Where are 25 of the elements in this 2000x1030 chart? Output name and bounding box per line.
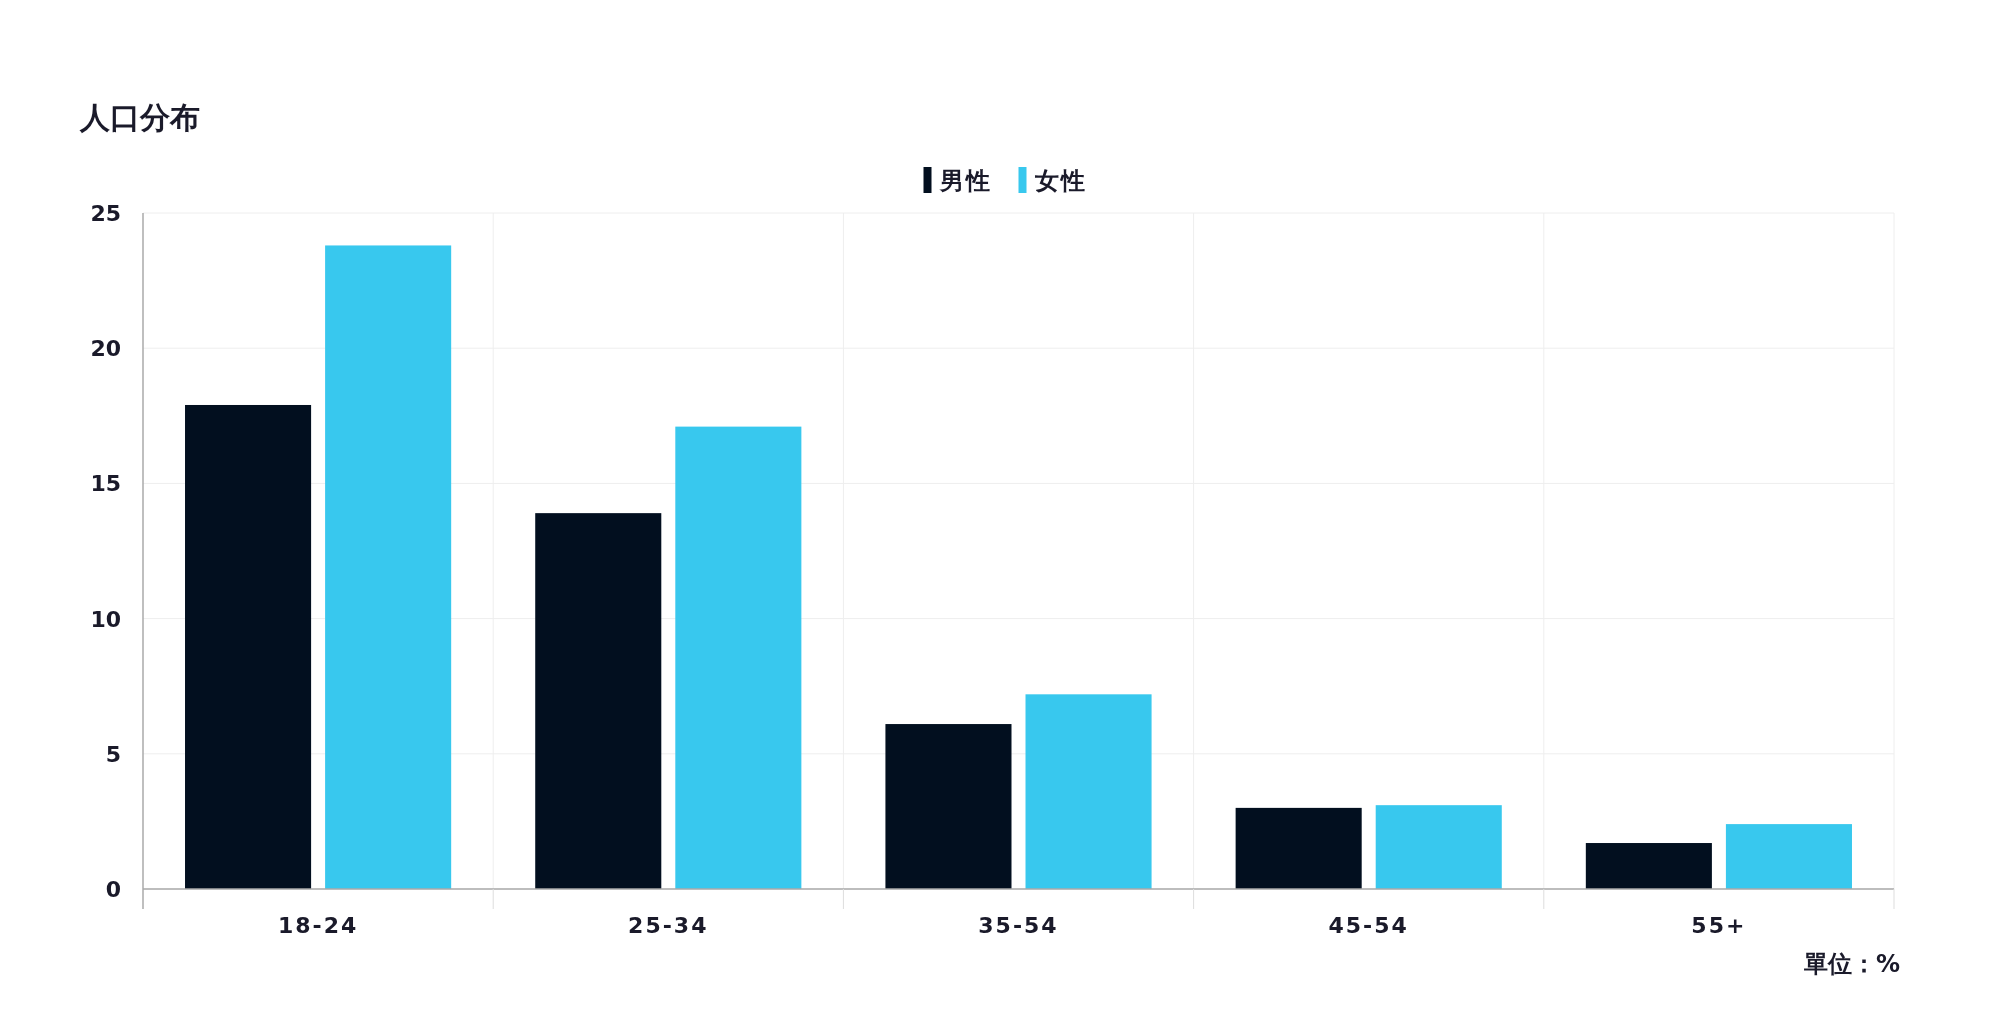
x-tick-label: 45-54 bbox=[1328, 913, 1409, 938]
legend-label: 男性 bbox=[938, 167, 992, 195]
bar bbox=[1025, 694, 1152, 889]
text: 單位：% bbox=[1802, 950, 1900, 978]
bar bbox=[535, 513, 662, 889]
chart-title: 人口分布 bbox=[79, 100, 200, 135]
y-tick-label: 0 bbox=[105, 877, 121, 902]
y-tick-label: 20 bbox=[90, 336, 121, 362]
bar bbox=[885, 724, 1012, 889]
x-tick-label: 25-34 bbox=[628, 913, 709, 938]
y-tick-label: 10 bbox=[90, 606, 121, 632]
bar bbox=[675, 426, 802, 889]
x-tick-label: 18-24 bbox=[277, 913, 359, 938]
x-tick-label: 35-54 bbox=[978, 913, 1059, 938]
bar bbox=[1585, 843, 1712, 889]
bar bbox=[1235, 807, 1362, 889]
y-tick-label: 5 bbox=[105, 741, 121, 767]
bar bbox=[325, 245, 452, 889]
bar bbox=[1375, 805, 1502, 889]
legend-label: 女性 bbox=[1033, 167, 1087, 195]
bar bbox=[1725, 824, 1852, 889]
bar bbox=[185, 404, 312, 889]
x-tick-label: 55+ bbox=[1691, 913, 1747, 938]
y-tick-label: 25 bbox=[90, 201, 121, 226]
y-tick-label: 15 bbox=[90, 471, 121, 497]
